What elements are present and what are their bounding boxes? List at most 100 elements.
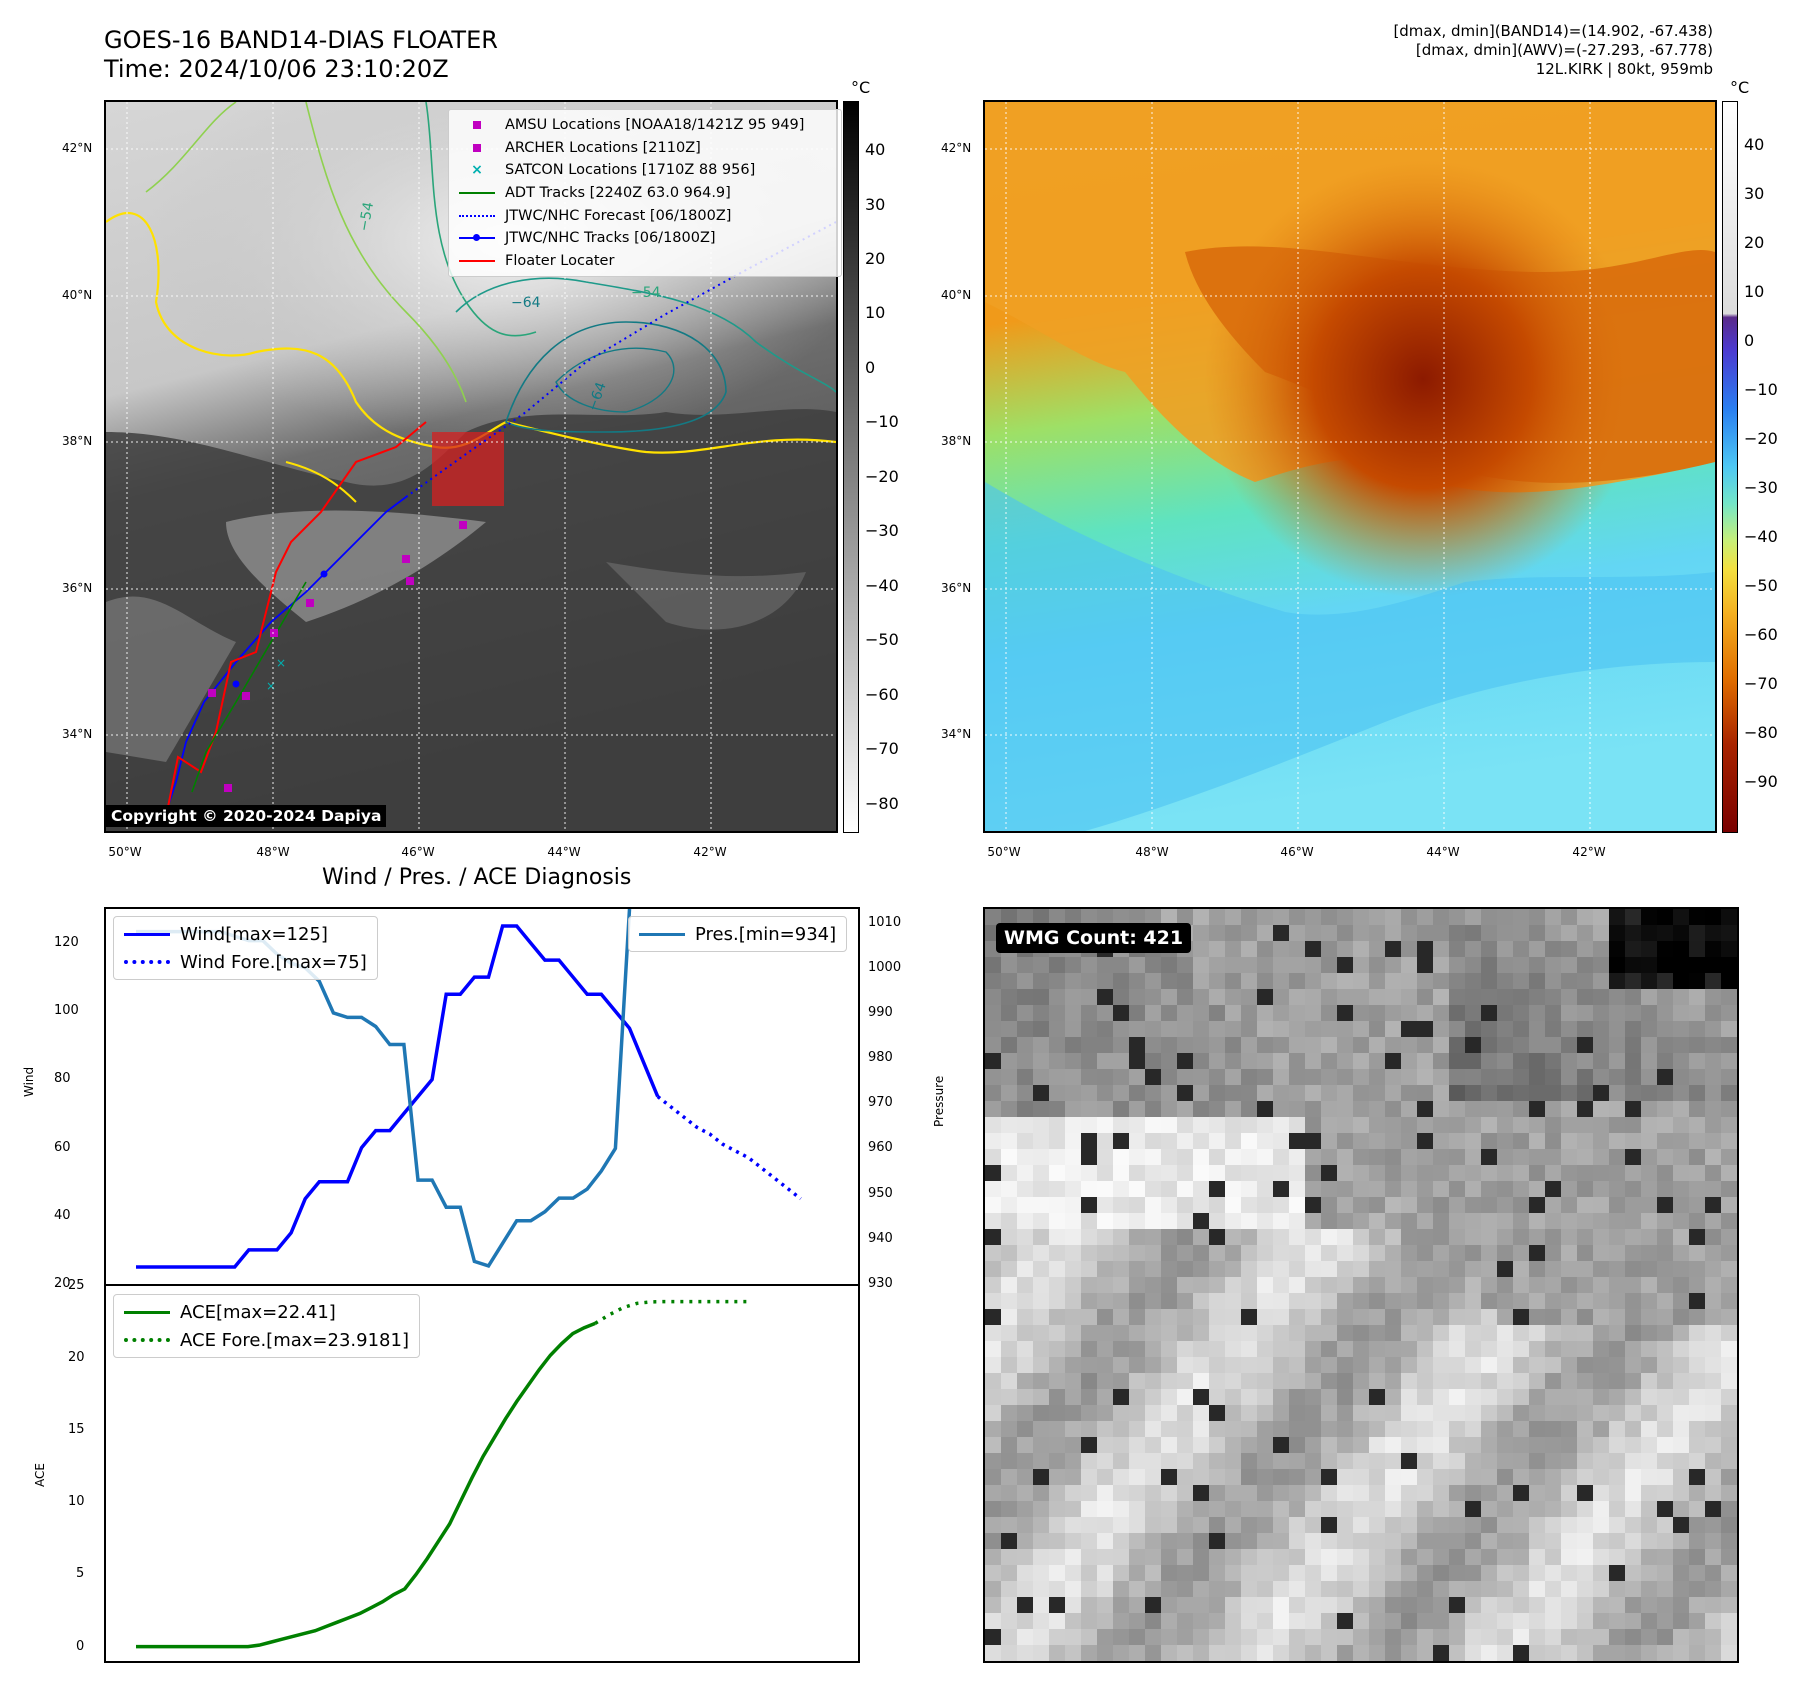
awv-colorbar-tick: 20 [1744,233,1765,253]
lat-label: 42°N [941,141,972,155]
lat-label: 36°N [941,581,972,595]
lon-label: 48°W [1135,845,1169,859]
awv-colorbar-tick: 40 [1744,135,1765,155]
awv-colorbar-tick: 0 [1744,331,1755,351]
pressure-tick-label: 980 [868,1050,893,1066]
lon-label: 50°W [108,845,142,859]
lon-label: 42°W [1572,845,1606,859]
legend-label: ACE Fore.[max=23.9181] [180,1329,409,1351]
wind-tick-label: 120 [54,935,79,951]
awv-colorbar-tick: −60 [1744,625,1778,645]
ir-colorbar-unit: °C [851,78,871,97]
pressure-tick-label: 960 [868,1140,893,1156]
lon-label: 44°W [1426,845,1460,859]
wmg-count-badge: WMG Count: 421 [996,923,1192,953]
map-legend: AMSU Locations [NOAA18/1421Z 95 949] ARC… [448,109,842,278]
contour-label: −54 [356,201,377,233]
lon-label: 48°W [256,845,290,859]
legend-label: Wind Fore.[max=75] [180,951,367,973]
ace-series-line [136,1321,596,1649]
ace-tick-label: 15 [68,1422,85,1438]
wmg-image [985,909,1737,1661]
title-line-time: Time: 2024/10/06 23:10:20Z [104,55,449,83]
wind-tick-label: 20 [54,1276,71,1291]
ir-colorbar-tick: −80 [865,793,899,813]
copyright-badge: Copyright © 2020-2024 Dapiya [106,805,387,827]
legend-label: ACE[max=22.41] [180,1301,336,1323]
lat-label: 38°N [62,434,93,448]
legend-label: ARCHER Locations [2110Z] [505,139,701,156]
line-marker-icon [124,1310,170,1314]
legend-ace: ACE[max=22.41] [124,1298,409,1326]
legend-wind-fore: Wind Fore.[max=75] [124,948,367,976]
awv-colorbar-tick: −20 [1744,429,1778,449]
lon-label: 46°W [401,845,435,859]
stats-block: [dmax, dmin](BAND14)=(14.902, -67.438) [… [1393,22,1713,79]
lat-label: 40°N [62,288,93,302]
ace-tick-label: 25 [68,1278,85,1293]
lat-label: 42°N [62,141,93,155]
wind-axis-label: Wind [22,1066,36,1097]
wind-tick-label: 60 [54,1139,71,1155]
ace-axis-label: ACE [33,1463,47,1487]
legend-wind: Wind[max=125] [124,920,367,948]
lon-label: 50°W [987,845,1021,859]
lon-label: 42°W [693,845,727,859]
diagnosis-title: Wind / Pres. / ACE Diagnosis [322,865,632,890]
legend-label: JTWC/NHC Forecast [06/1800Z] [505,207,732,224]
legend-archer: ARCHER Locations [2110Z] [457,137,833,160]
legend-satcon: × SATCON Locations [1710Z 88 956] [457,159,833,182]
pressure-tick-label: 930 [868,1276,893,1291]
x-marker-icon: × [471,162,483,179]
ir-colorbar-tick: 30 [865,194,886,214]
legend-amsu: AMSU Locations [NOAA18/1421Z 95 949] [457,114,833,137]
square-marker-icon [473,121,481,130]
stats-storm: 12L.KIRK | 80kt, 959mb [1535,60,1713,78]
stats-awv: [dmax, dmin](AWV)=(-27.293, -67.778) [1415,41,1713,59]
legend-tracks: JTWC/NHC Tracks [06/1800Z] [457,227,833,250]
awv-colorbar-tick: −10 [1744,380,1778,400]
awv-map-panel [983,100,1717,833]
wmg-panel [983,907,1739,1663]
ir-colorbar-tick: −20 [865,466,899,486]
awv-colorbar-tick: 30 [1744,184,1765,204]
ace-tick-label: 0 [76,1638,85,1654]
pressure-tick-label: 1000 [868,959,902,975]
lat-label: 34°N [62,727,93,741]
ace-tick-label: 5 [76,1566,85,1582]
ir-colorbar-tick: −30 [865,521,899,541]
legend-label: Floater Locater [505,252,615,269]
legend-floater: Floater Locater [457,250,833,273]
ir-colorbar-tick: 20 [865,248,886,268]
ir-colorbar-tick: 0 [865,357,876,377]
wind-tick-label: 80 [54,1071,71,1087]
legend-pressure: Pres.[min=934] [639,920,836,948]
awv-colorbar-tick: −90 [1744,772,1778,791]
lon-label: 46°W [1280,845,1314,859]
ace-tick-label: 10 [68,1494,85,1510]
awv-map-image [985,102,1715,831]
ir-colorbar-tick: −10 [865,412,899,432]
legend-label: Pres.[min=934] [695,923,837,945]
wind-legend: Wind[max=125] Wind Fore.[max=75] [113,916,378,980]
dotted-line-icon [124,960,170,964]
svg-text:×: × [266,679,276,693]
ir-colorbar-tick: 40 [865,140,886,160]
title-line-product: GOES-16 BAND14-DIAS FLOATER [104,26,498,54]
legend-label: ADT Tracks [2240Z 63.0 964.9] [505,185,731,202]
ir-colorbar-tick: −70 [865,739,899,759]
wind-series-line [136,924,660,1269]
pressure-axis-label: Pressure [932,1075,946,1127]
lon-label: 44°W [547,845,581,859]
awv-colorbar-tick: −30 [1744,478,1778,498]
svg-text:×: × [276,656,286,670]
dotted-line-icon [459,214,495,217]
awv-colorbar-tick: −80 [1744,723,1778,742]
ir-colorbar [843,101,859,833]
wind-forecast-line [656,1095,802,1201]
pressure-tick-label: 950 [868,1185,893,1201]
legend-forecast: JTWC/NHC Forecast [06/1800Z] [457,204,833,227]
pressure-legend: Pres.[min=934] [628,916,848,952]
legend-adt: ADT Tracks [2240Z 63.0 964.9] [457,182,833,205]
lat-label: 38°N [941,434,972,448]
